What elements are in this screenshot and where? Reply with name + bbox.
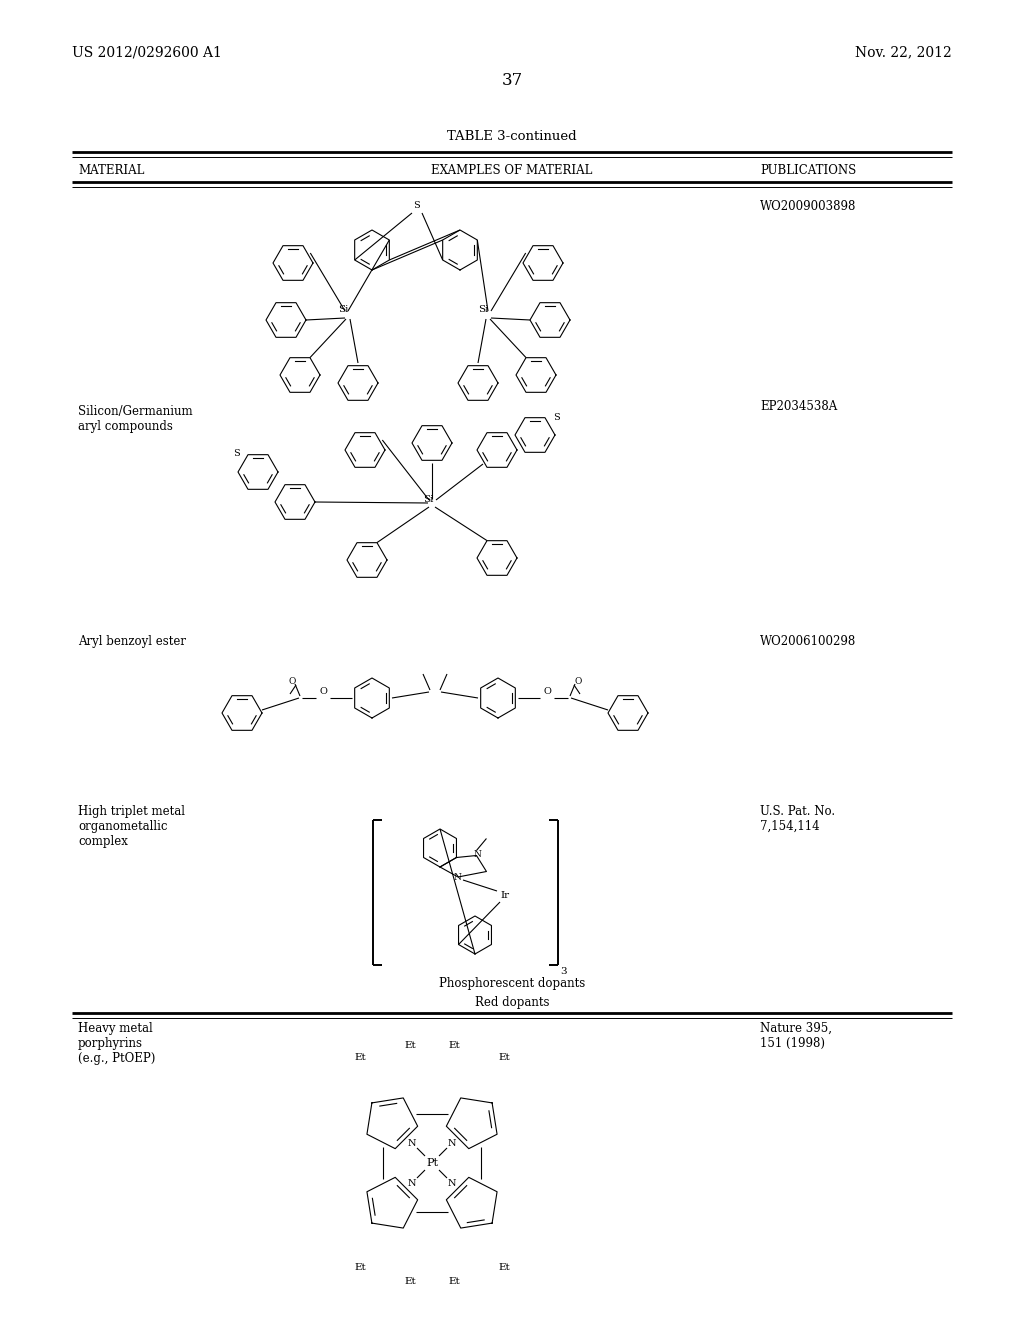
Text: O: O — [574, 676, 582, 685]
Text: WO2006100298: WO2006100298 — [760, 635, 856, 648]
Text: Aryl benzoyl ester: Aryl benzoyl ester — [78, 635, 186, 648]
Text: O: O — [289, 676, 296, 685]
Text: Et: Et — [354, 1053, 366, 1063]
Text: Nature 395,
151 (1998): Nature 395, 151 (1998) — [760, 1022, 831, 1049]
Text: O: O — [543, 688, 551, 697]
Text: N: N — [408, 1179, 416, 1188]
Text: O: O — [319, 688, 327, 697]
Text: PUBLICATIONS: PUBLICATIONS — [760, 164, 856, 177]
Text: Et: Et — [449, 1276, 460, 1286]
Text: Heavy metal
porphyrins
(e.g., PtOEP): Heavy metal porphyrins (e.g., PtOEP) — [78, 1022, 156, 1065]
Text: Pt: Pt — [426, 1158, 438, 1168]
Text: Et: Et — [498, 1053, 510, 1063]
Text: N: N — [473, 850, 481, 859]
Text: Et: Et — [354, 1263, 366, 1272]
Text: S: S — [554, 412, 560, 421]
Text: 37: 37 — [502, 73, 522, 88]
Text: MATERIAL: MATERIAL — [78, 164, 144, 177]
Text: S: S — [413, 201, 420, 210]
Text: Et: Et — [449, 1040, 460, 1049]
Text: WO2009003898: WO2009003898 — [760, 201, 856, 213]
Text: TABLE 3-continued: TABLE 3-continued — [447, 129, 577, 143]
Text: Si: Si — [478, 305, 488, 314]
Text: Si: Si — [423, 495, 433, 503]
Text: EP2034538A: EP2034538A — [760, 400, 838, 413]
Text: 3: 3 — [560, 968, 566, 975]
Text: Si: Si — [338, 305, 348, 314]
Text: Ir: Ir — [501, 891, 510, 900]
Text: EXAMPLES OF MATERIAL: EXAMPLES OF MATERIAL — [431, 164, 593, 177]
Text: US 2012/0292600 A1: US 2012/0292600 A1 — [72, 45, 222, 59]
Text: N: N — [447, 1138, 457, 1147]
Text: N: N — [408, 1138, 416, 1147]
Text: Phosphorescent dopants: Phosphorescent dopants — [439, 977, 585, 990]
Text: Silicon/Germanium
aryl compounds: Silicon/Germanium aryl compounds — [78, 405, 193, 433]
Text: Red dopants: Red dopants — [475, 997, 549, 1008]
Text: Et: Et — [498, 1263, 510, 1272]
Text: N: N — [453, 874, 461, 883]
Text: N: N — [447, 1179, 457, 1188]
Text: Et: Et — [404, 1040, 416, 1049]
Text: Nov. 22, 2012: Nov. 22, 2012 — [855, 45, 952, 59]
Text: S: S — [232, 450, 240, 458]
Text: High triplet metal
organometallic
complex: High triplet metal organometallic comple… — [78, 805, 185, 847]
Text: Et: Et — [404, 1276, 416, 1286]
Text: U.S. Pat. No.
7,154,114: U.S. Pat. No. 7,154,114 — [760, 805, 836, 833]
